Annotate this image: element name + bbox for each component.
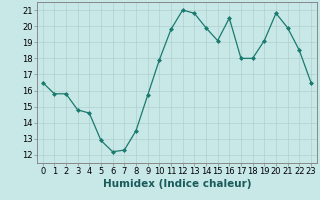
X-axis label: Humidex (Indice chaleur): Humidex (Indice chaleur) [102, 179, 251, 189]
